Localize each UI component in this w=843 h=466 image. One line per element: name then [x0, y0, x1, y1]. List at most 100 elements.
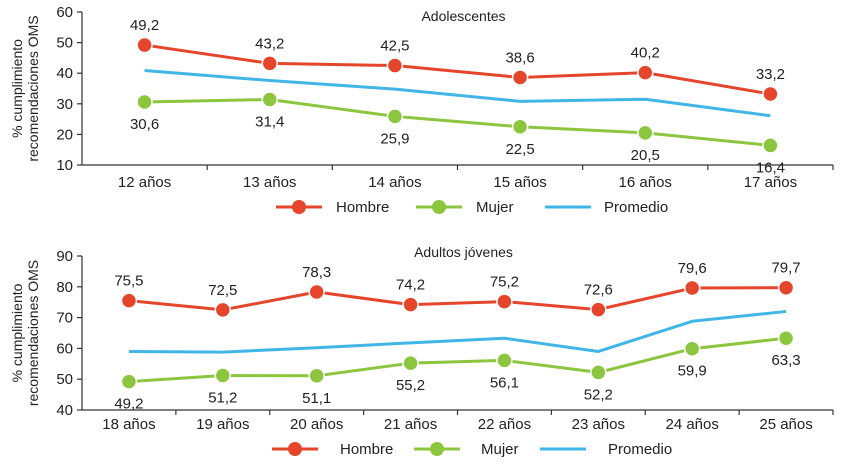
legend-label-hombre: Hombre — [340, 441, 393, 458]
data-point-hombre — [779, 280, 794, 295]
data-label-hombre: 75,2 — [490, 274, 519, 291]
data-point-mujer — [763, 138, 778, 153]
y-tick-label: 60 — [56, 340, 73, 357]
x-tick-label: 25 años — [759, 416, 812, 433]
y-axis-label-line1: % cumplimiento — [9, 283, 25, 382]
x-tick-label: 24 años — [665, 416, 718, 433]
data-point-mujer — [638, 125, 653, 140]
data-label-hombre: 43,2 — [255, 35, 284, 52]
x-tick-label: 23 años — [572, 416, 625, 433]
legend-label-hombre: Hombre — [336, 199, 389, 216]
x-tick-label: 20 años — [290, 416, 343, 433]
data-point-hombre — [638, 65, 653, 80]
y-tick-label: 10 — [56, 157, 73, 174]
data-label-hombre: 38,6 — [505, 49, 534, 66]
data-point-mujer — [137, 94, 152, 109]
chart-title: Adolescentes — [421, 8, 505, 24]
y-axis-label-line1: % cumplimiento — [9, 39, 25, 138]
legend-label-promedio: Promedio — [608, 441, 672, 458]
data-label-hombre: 72,6 — [584, 282, 613, 299]
data-label-mujer: 22,5 — [505, 141, 534, 158]
data-label-mujer: 56,1 — [490, 374, 519, 391]
data-point-hombre — [215, 302, 230, 317]
data-point-hombre — [309, 285, 324, 300]
series-line-hombre — [145, 45, 771, 94]
legend-marker-mujer — [432, 200, 446, 214]
chart-title: Adultos jóvenes — [414, 244, 513, 260]
data-label-hombre: 74,2 — [396, 277, 425, 294]
data-label-mujer: 31,4 — [255, 114, 284, 131]
x-tick-label: 21 años — [384, 416, 437, 433]
data-point-hombre — [403, 297, 418, 312]
data-point-mujer — [497, 353, 512, 368]
data-point-mujer — [403, 356, 418, 371]
data-label-mujer: 51,1 — [302, 390, 331, 407]
x-tick-label: 14 años — [368, 174, 421, 191]
data-label-hombre: 40,2 — [631, 45, 660, 62]
x-tick-label: 18 años — [102, 416, 155, 433]
data-label-mujer: 55,2 — [396, 377, 425, 394]
data-point-hombre — [685, 281, 700, 296]
y-axis-label-line2: recomendaciones OMS — [25, 15, 41, 161]
data-point-hombre — [591, 302, 606, 317]
data-point-mujer — [591, 365, 606, 380]
data-label-mujer: 20,5 — [631, 147, 660, 164]
data-point-mujer — [387, 109, 402, 124]
data-point-mujer — [685, 341, 700, 356]
data-point-hombre — [387, 58, 402, 73]
legend-marker-hombre — [292, 200, 306, 214]
data-label-mujer: 25,9 — [380, 130, 409, 147]
y-tick-label: 20 — [56, 126, 73, 143]
legend: Hombre Mujer Promedio — [272, 441, 672, 458]
data-point-hombre — [763, 87, 778, 102]
x-tick-label: 12 años — [118, 174, 171, 191]
y-tick-label: 40 — [56, 65, 73, 82]
data-label-mujer: 30,6 — [130, 116, 159, 133]
legend-label-mujer: Mujer — [476, 199, 514, 216]
data-label-hombre: 78,3 — [302, 264, 331, 281]
x-tick-label: 17 años — [744, 174, 797, 191]
y-axis-label-line2: recomendaciones OMS — [25, 260, 41, 406]
y-tick-label: 60 — [56, 4, 73, 21]
data-label-mujer: 16,4 — [756, 159, 785, 176]
data-label-hombre: 72,5 — [208, 282, 237, 299]
data-point-hombre — [137, 38, 152, 53]
chart-adultos-jovenes: 40506070809018 años 19 años 20 años 21 años… — [9, 244, 833, 458]
data-label-mujer: 49,2 — [114, 396, 143, 413]
data-point-mujer — [309, 368, 324, 383]
data-label-mujer: 51,2 — [208, 390, 237, 407]
x-tick-label: 19 años — [196, 416, 249, 433]
data-label-hombre: 49,2 — [130, 17, 159, 34]
data-label-mujer: 63,3 — [771, 352, 800, 369]
y-axis-label: % cumplimiento recomendaciones OMS — [9, 15, 41, 161]
x-tick-label: 16 años — [619, 174, 672, 191]
data-point-mujer — [215, 368, 230, 383]
chart-adolescentes: 10 20 30 40 50 60 12 años 13 años 14 años 15 años… — [9, 4, 833, 216]
data-label-hombre: 42,5 — [380, 38, 409, 55]
x-tick-label: 13 años — [243, 174, 296, 191]
y-tick-label: 70 — [56, 310, 73, 327]
data-point-hombre — [497, 294, 512, 309]
data-point-mujer — [121, 374, 136, 389]
legend-marker-hombre — [288, 442, 302, 456]
data-label-hombre: 79,7 — [771, 260, 800, 277]
data-point-mujer — [779, 331, 794, 346]
data-point-mujer — [513, 119, 528, 134]
data-label-mujer: 59,9 — [678, 363, 707, 380]
y-tick-label: 80 — [56, 279, 73, 296]
data-label-mujer: 52,2 — [584, 386, 613, 403]
data-point-hombre — [513, 70, 528, 85]
y-tick-label: 50 — [56, 35, 73, 52]
x-tick-label: 22 años — [478, 416, 531, 433]
y-tick-label: 30 — [56, 96, 73, 113]
y-tick-label: 50 — [56, 371, 73, 388]
legend: Hombre Mujer Promedio — [276, 199, 668, 216]
data-point-hombre — [121, 293, 136, 308]
legend-marker-mujer — [430, 442, 444, 456]
legend-label-promedio: Promedio — [604, 199, 668, 216]
data-point-hombre — [262, 56, 277, 71]
x-tick-label: 15 años — [493, 174, 546, 191]
data-point-mujer — [262, 92, 277, 107]
data-label-hombre: 33,2 — [756, 66, 785, 83]
